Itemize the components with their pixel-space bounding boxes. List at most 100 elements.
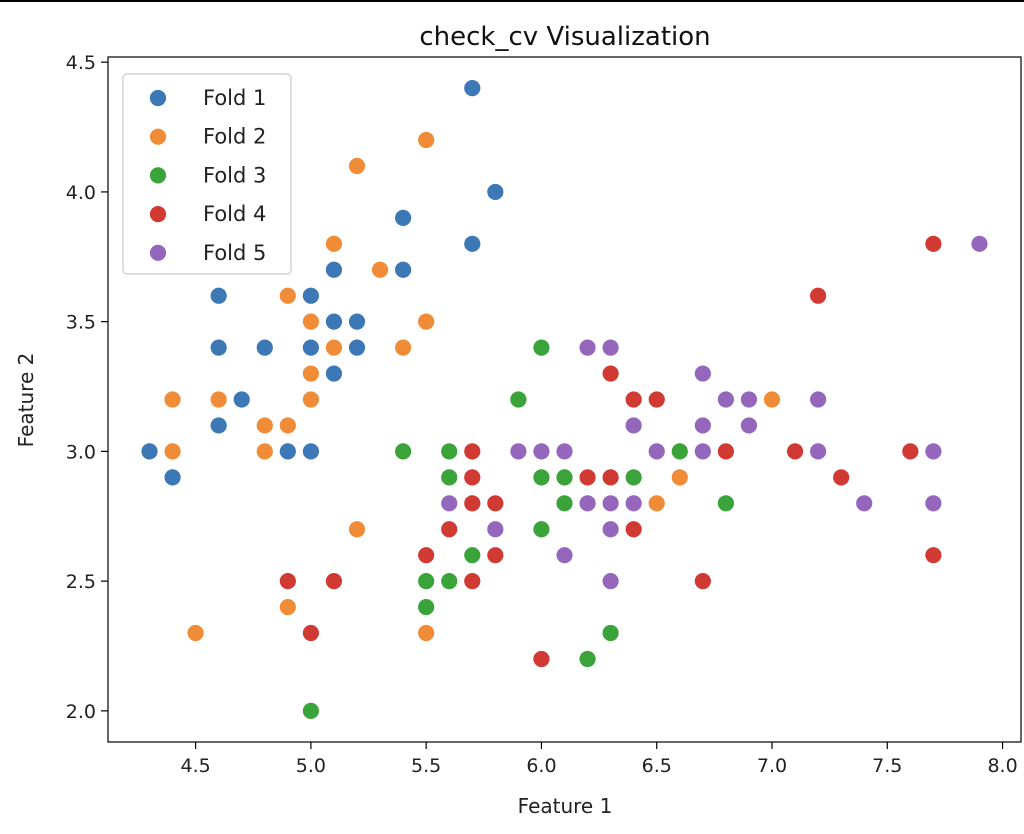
- data-point-fold-4: [486, 546, 505, 565]
- data-point-fold-3: [578, 650, 597, 668]
- data-point-fold-4: [624, 520, 643, 539]
- data-point-fold-2: [763, 390, 781, 409]
- data-point-fold-1: [463, 234, 482, 253]
- data-point-fold-3: [301, 701, 320, 720]
- legend-marker-fold-5: [149, 243, 167, 262]
- data-point-fold-4: [716, 442, 735, 461]
- data-point-fold-5: [716, 390, 735, 409]
- data-point-fold-4: [463, 442, 482, 461]
- data-point-fold-5: [624, 494, 643, 513]
- x-tick-label: 5.5: [411, 755, 441, 777]
- data-point-fold-4: [693, 572, 712, 591]
- y-tick-label: 2.5: [66, 571, 96, 593]
- data-point-fold-3: [555, 494, 574, 513]
- y-tick-label: 4.5: [66, 52, 96, 74]
- data-point-fold-4: [924, 234, 943, 253]
- data-point-fold-3: [532, 520, 551, 539]
- data-point-fold-4: [901, 442, 920, 461]
- data-point-fold-1: [348, 338, 366, 357]
- data-point-fold-5: [601, 494, 620, 513]
- window-top-edge: [0, 0, 1024, 2]
- data-point-fold-4: [601, 468, 620, 487]
- data-point-fold-3: [670, 442, 689, 461]
- data-point-fold-4: [463, 572, 482, 591]
- data-point-fold-2: [301, 364, 320, 383]
- data-point-fold-2: [163, 442, 182, 461]
- x-tick-label: 7.0: [757, 755, 787, 777]
- data-point-fold-3: [463, 546, 482, 565]
- data-point-fold-2: [348, 520, 366, 539]
- data-point-fold-1: [140, 442, 159, 461]
- data-point-fold-5: [924, 442, 943, 461]
- x-axis: 4.5 5.0 5.5 6.0 6.5 7.0 7.5 8.0: [181, 742, 1018, 777]
- data-point-fold-4: [486, 494, 505, 513]
- data-point-fold-1: [325, 260, 343, 279]
- data-point-fold-1: [325, 312, 343, 331]
- data-point-fold-4: [786, 442, 804, 461]
- data-point-fold-1: [325, 364, 343, 383]
- data-point-fold-3: [440, 468, 459, 487]
- data-point-fold-5: [578, 494, 597, 513]
- data-point-fold-3: [394, 442, 413, 461]
- data-point-fold-2: [348, 157, 366, 175]
- data-point-fold-5: [601, 520, 620, 539]
- data-point-fold-3: [624, 468, 643, 487]
- data-point-fold-4: [417, 546, 436, 565]
- data-point-fold-4: [325, 572, 343, 591]
- data-point-fold-5: [740, 390, 758, 409]
- data-point-fold-5: [809, 390, 828, 409]
- data-point-fold-1: [301, 442, 320, 461]
- data-point-fold-5: [624, 416, 643, 435]
- data-point-fold-2: [163, 390, 182, 409]
- data-point-fold-4: [532, 650, 551, 668]
- data-point-fold-2: [278, 598, 297, 616]
- data-point-fold-2: [278, 286, 297, 305]
- legend-marker-fold-4: [149, 205, 167, 224]
- data-point-fold-5: [693, 442, 712, 461]
- chart-title: check_cv Visualization: [419, 22, 710, 52]
- data-point-fold-2: [670, 468, 689, 487]
- data-point-fold-5: [855, 494, 874, 513]
- y-tick-label: 3.5: [66, 312, 96, 334]
- data-point-fold-2: [417, 131, 436, 149]
- data-point-fold-2: [301, 312, 320, 331]
- data-point-fold-3: [555, 468, 574, 487]
- data-point-fold-4: [463, 468, 482, 487]
- x-tick-label: 7.5: [872, 755, 902, 777]
- data-point-fold-2: [325, 234, 343, 253]
- data-point-fold-2: [186, 624, 205, 642]
- data-point-fold-5: [970, 234, 989, 253]
- data-point-fold-1: [394, 208, 413, 227]
- data-point-fold-5: [693, 364, 712, 383]
- data-point-fold-3: [532, 468, 551, 487]
- data-point-fold-5: [740, 416, 758, 435]
- legend-marker-fold-3: [149, 166, 167, 185]
- data-point-fold-3: [417, 598, 436, 616]
- data-point-fold-1: [255, 338, 274, 357]
- data-point-fold-5: [555, 546, 574, 565]
- x-tick-label: 5.0: [296, 755, 326, 777]
- x-tick-label: 8.0: [987, 755, 1017, 777]
- legend-label-fold-2: Fold 2: [203, 125, 266, 149]
- data-point-fold-3: [532, 338, 551, 357]
- data-point-fold-1: [463, 79, 482, 98]
- legend-marker-fold-1: [149, 89, 167, 107]
- data-point-fold-2: [417, 624, 436, 642]
- data-point-fold-5: [924, 494, 943, 513]
- data-point-fold-5: [509, 442, 528, 461]
- data-point-fold-4: [647, 390, 666, 409]
- data-point-fold-2: [371, 260, 389, 279]
- data-point-fold-1: [209, 286, 228, 305]
- data-point-fold-5: [601, 338, 620, 357]
- data-point-fold-3: [716, 494, 735, 513]
- data-point-fold-4: [601, 364, 620, 383]
- data-point-fold-5: [440, 494, 459, 513]
- data-point-fold-5: [647, 442, 666, 461]
- x-tick-label: 6.5: [642, 755, 672, 777]
- x-axis-label: Feature 1: [518, 794, 613, 818]
- data-point-fold-2: [278, 416, 297, 435]
- data-point-fold-4: [832, 468, 851, 487]
- legend-label-fold-3: Fold 3: [203, 163, 266, 187]
- data-point-fold-5: [555, 442, 574, 461]
